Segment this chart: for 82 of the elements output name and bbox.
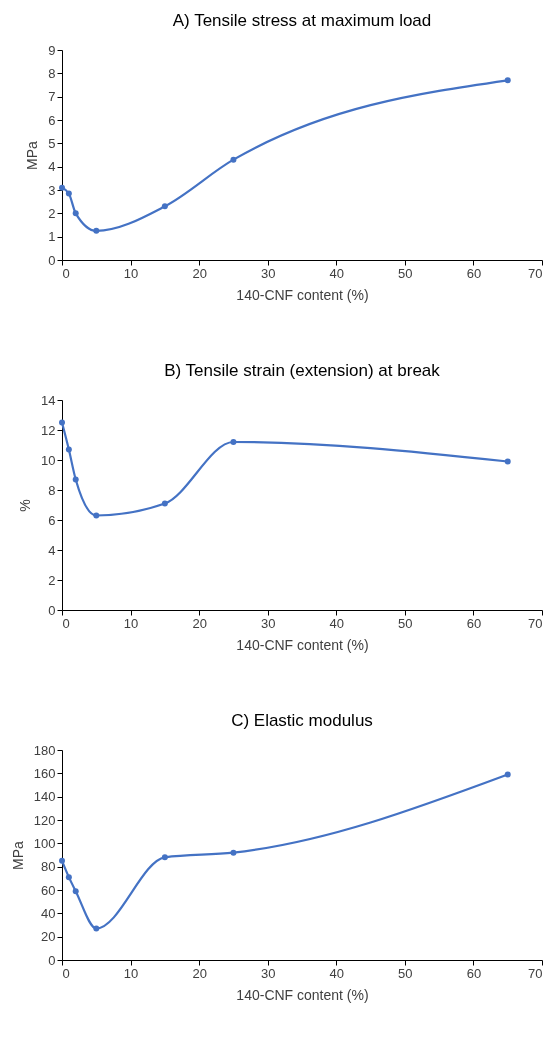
point — [93, 512, 100, 519]
point — [65, 874, 72, 881]
x-tick-label: 60 — [466, 265, 482, 281]
chart-title: A) Tensile stress at maximum load — [172, 11, 432, 30]
y-tick-label: 120 — [33, 812, 56, 828]
chart-title: B) Tensile strain (extension) at break — [164, 361, 441, 380]
y-tick-label: 60 — [41, 882, 56, 898]
x-tick-label: 0 — [62, 965, 70, 981]
point — [59, 857, 65, 864]
point — [161, 203, 168, 210]
point — [59, 419, 65, 426]
point — [504, 771, 511, 778]
x-axis-title: 140-CNF content (%) — [236, 286, 369, 303]
x-tick-label: 50 — [398, 615, 413, 631]
y-tick-label: 5 — [48, 135, 56, 151]
point — [504, 458, 511, 465]
x-tick-label: 40 — [329, 265, 345, 281]
chart-title: C) Elastic modulus — [231, 711, 373, 730]
y-tick-label: 100 — [33, 835, 56, 851]
y-tick-label: 8 — [48, 65, 56, 81]
x-tick-label: 70 — [528, 265, 543, 281]
y-tick-label: 12 — [41, 422, 56, 438]
x-tick-label: 70 — [528, 615, 543, 631]
point — [93, 925, 100, 932]
x-tick-label: 30 — [260, 265, 276, 281]
point — [72, 210, 79, 217]
y-tick-label: 6 — [48, 512, 56, 528]
y-tick-label: 4 — [48, 159, 56, 175]
y-tick-label: 1 — [48, 229, 56, 245]
y-tick-label: 3 — [48, 182, 56, 198]
point — [161, 854, 168, 861]
y-tick-label: 6 — [48, 112, 56, 128]
point — [93, 227, 100, 234]
point — [230, 849, 237, 856]
y-tick-label: 9 — [48, 42, 56, 58]
x-tick-label: 50 — [398, 965, 413, 981]
x-tick-label: 40 — [329, 615, 345, 631]
y-tick-label: 4 — [48, 542, 56, 558]
x-tick-label: 30 — [260, 965, 276, 981]
y-tick-label: 10 — [41, 452, 56, 468]
y-tick-label: 8 — [48, 482, 56, 498]
point — [230, 439, 237, 445]
y-tick-label: 160 — [33, 765, 56, 781]
y-tick-label: 2 — [48, 572, 56, 588]
point — [65, 446, 72, 453]
x-tick-label: 10 — [123, 265, 139, 281]
x-tick-label: 70 — [528, 965, 543, 981]
y-tick-label: 14 — [41, 392, 56, 408]
y-tick-label: 40 — [41, 905, 56, 921]
x-tick-label: 40 — [329, 965, 345, 981]
point — [72, 476, 79, 483]
x-tick-label: 0 — [62, 615, 70, 631]
y-tick-label: 20 — [41, 929, 56, 945]
point — [161, 500, 168, 507]
y-axis-title: MPa — [24, 140, 41, 170]
point — [72, 888, 79, 895]
y-axis-title: % — [17, 499, 34, 512]
y-tick-label: 140 — [33, 789, 56, 805]
point — [65, 190, 72, 197]
x-tick-label: 10 — [123, 615, 139, 631]
point — [230, 156, 237, 163]
x-axis-title: 140-CNF content (%) — [236, 636, 369, 653]
x-tick-label: 60 — [466, 615, 482, 631]
x-tick-label: 50 — [398, 265, 413, 281]
x-tick-label: 10 — [123, 965, 139, 981]
y-tick-label: 7 — [48, 89, 56, 105]
y-axis-title: MPa — [9, 840, 26, 870]
x-tick-label: 30 — [260, 615, 276, 631]
x-tick-label: 0 — [62, 265, 70, 281]
x-tick-label: 60 — [466, 965, 482, 981]
x-tick-label: 20 — [192, 615, 207, 631]
point — [59, 184, 65, 191]
x-axis-title: 140-CNF content (%) — [236, 986, 369, 1003]
y-tick-label: 0 — [48, 252, 56, 268]
x-tick-label: 20 — [192, 965, 207, 981]
y-tick-label: 0 — [48, 602, 56, 618]
x-tick-label: 20 — [192, 265, 207, 281]
point — [504, 77, 511, 84]
y-tick-label: 180 — [33, 742, 56, 758]
y-tick-label: 0 — [48, 952, 56, 968]
y-tick-label: 2 — [48, 205, 56, 221]
y-tick-label: 80 — [41, 859, 56, 875]
